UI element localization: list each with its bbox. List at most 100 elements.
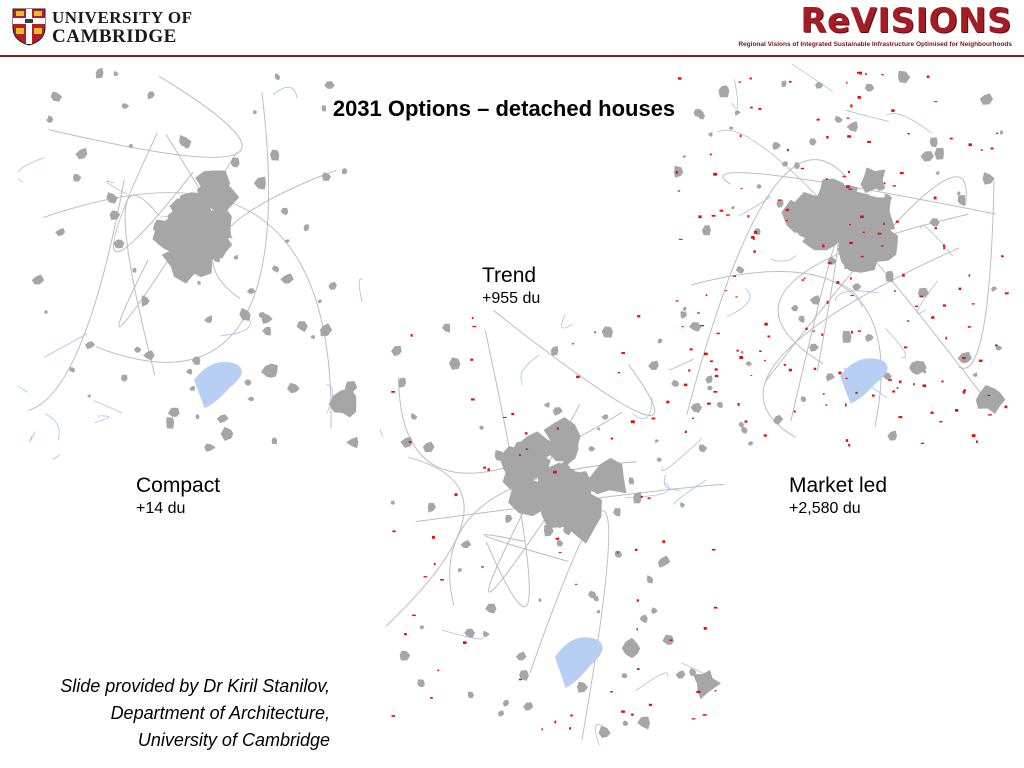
village-area bbox=[213, 254, 221, 263]
new-development bbox=[747, 215, 750, 218]
new-development bbox=[822, 393, 825, 395]
new-development bbox=[825, 404, 828, 406]
village-area bbox=[622, 720, 629, 726]
village-area bbox=[728, 126, 734, 130]
village-area bbox=[321, 172, 331, 181]
new-development bbox=[704, 352, 708, 356]
village-area bbox=[887, 430, 897, 441]
new-development bbox=[703, 627, 707, 630]
cambridge-shield-icon bbox=[12, 8, 46, 46]
new-development bbox=[669, 639, 673, 641]
new-development bbox=[931, 316, 935, 319]
new-development bbox=[906, 320, 910, 322]
new-development bbox=[640, 495, 643, 498]
new-development bbox=[859, 71, 863, 75]
village-area bbox=[731, 206, 736, 210]
village-area bbox=[244, 379, 252, 386]
village-area bbox=[876, 183, 886, 191]
new-development bbox=[750, 375, 753, 376]
village-area bbox=[253, 176, 266, 190]
new-development bbox=[440, 579, 444, 581]
village-area bbox=[449, 357, 461, 370]
new-development bbox=[739, 356, 743, 359]
new-development bbox=[920, 442, 925, 444]
village-area bbox=[772, 142, 781, 150]
new-development bbox=[470, 358, 474, 361]
new-development bbox=[857, 96, 861, 99]
new-development bbox=[902, 273, 905, 277]
village-area bbox=[280, 273, 294, 284]
village-area bbox=[674, 165, 684, 178]
new-development bbox=[556, 427, 559, 430]
village-area bbox=[467, 691, 475, 699]
new-development bbox=[883, 222, 885, 225]
reservoir bbox=[840, 358, 888, 404]
new-development bbox=[678, 238, 683, 240]
village-area bbox=[790, 305, 799, 312]
new-development bbox=[939, 420, 943, 423]
village-area bbox=[280, 207, 289, 215]
new-development bbox=[391, 715, 395, 717]
urban-area bbox=[195, 170, 230, 198]
new-development bbox=[850, 277, 852, 280]
village-area bbox=[303, 224, 309, 232]
new-development bbox=[714, 690, 717, 692]
new-development bbox=[778, 199, 782, 201]
university-name-line2: CAMBRIDGE bbox=[52, 26, 177, 47]
new-development bbox=[437, 669, 440, 672]
new-development bbox=[892, 185, 896, 187]
university-name-line1: UNIVERSITY OF bbox=[52, 8, 193, 27]
new-development bbox=[430, 697, 433, 699]
new-development bbox=[749, 77, 752, 80]
new-development bbox=[825, 178, 828, 180]
new-development bbox=[675, 171, 678, 174]
new-development bbox=[555, 537, 560, 540]
new-development bbox=[481, 566, 484, 568]
option-market-label: Market led +2,580 du bbox=[789, 473, 887, 519]
urban-area bbox=[328, 388, 357, 418]
new-development bbox=[714, 374, 719, 378]
new-development bbox=[962, 390, 966, 394]
new-development bbox=[848, 443, 851, 447]
village-area bbox=[698, 444, 708, 453]
village-area bbox=[175, 244, 179, 250]
village-area bbox=[441, 323, 451, 333]
new-development bbox=[553, 470, 557, 474]
new-development bbox=[462, 641, 467, 644]
urban-area bbox=[183, 245, 213, 278]
new-development bbox=[826, 300, 829, 304]
village-area bbox=[167, 407, 180, 417]
village-area bbox=[239, 307, 251, 321]
village-area bbox=[920, 151, 934, 162]
new-development bbox=[1004, 292, 1009, 295]
village-area bbox=[87, 394, 91, 398]
new-development bbox=[688, 369, 691, 372]
village-area bbox=[693, 108, 704, 117]
new-development bbox=[785, 208, 790, 211]
village-area bbox=[656, 457, 662, 462]
village-area bbox=[502, 699, 510, 707]
revisions-logo-block: ReVISIONS Regional Visions of Integrated… bbox=[738, 2, 1012, 48]
village-area bbox=[287, 382, 300, 394]
new-development bbox=[753, 231, 758, 234]
urban-area bbox=[909, 360, 927, 375]
new-development bbox=[922, 384, 927, 387]
reservoir bbox=[555, 637, 603, 688]
new-development bbox=[711, 214, 716, 217]
village-area bbox=[929, 137, 938, 148]
village-area bbox=[195, 414, 200, 419]
new-development bbox=[1001, 255, 1004, 258]
village-area bbox=[197, 280, 201, 285]
new-development bbox=[518, 454, 521, 456]
village-area bbox=[55, 228, 66, 237]
new-development bbox=[976, 440, 978, 443]
village-area bbox=[485, 603, 497, 614]
new-development bbox=[432, 535, 435, 539]
new-development bbox=[894, 290, 896, 292]
village-area bbox=[740, 350, 744, 355]
village-area bbox=[400, 437, 413, 448]
new-development bbox=[713, 606, 718, 609]
new-development bbox=[735, 296, 738, 298]
village-area bbox=[834, 115, 843, 123]
village-area bbox=[84, 341, 96, 350]
